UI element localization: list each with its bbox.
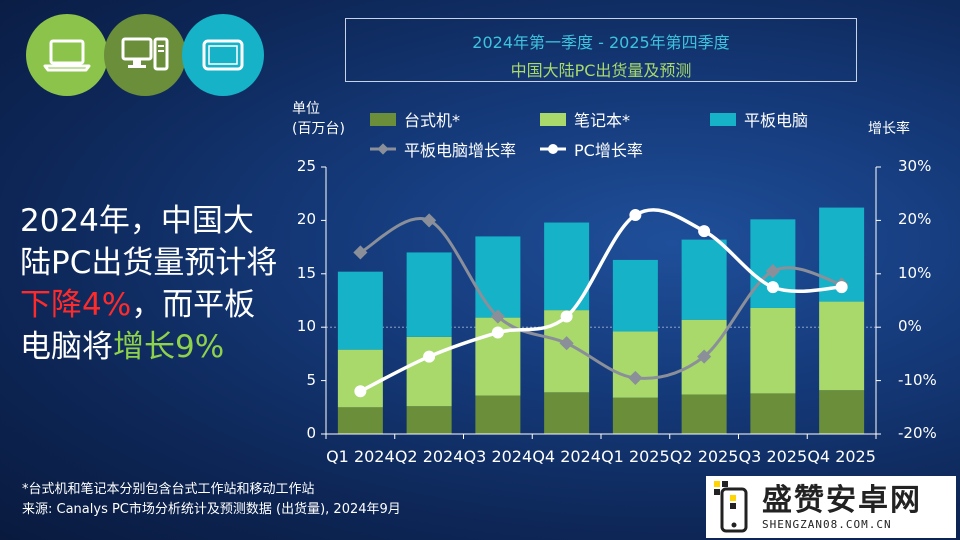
bar-notebook-1: [406, 336, 452, 407]
x-tick-label: Q4 2024: [532, 447, 601, 466]
point-tablet-growth-2: [490, 309, 505, 324]
left-axis-unit: 单位 (百万台): [292, 99, 345, 139]
legend-notebook-swatch: [540, 112, 566, 126]
point-pc-growth-0: [354, 385, 367, 398]
tablet-icon: [182, 14, 264, 96]
bar-desktop-4: [612, 397, 658, 434]
chart-title: 2024年第一季度 - 2025年第四季度: [472, 33, 730, 52]
left-tick-label: 10: [296, 317, 316, 336]
point-pc-growth-5: [698, 225, 711, 238]
point-pc-growth-4: [629, 209, 642, 222]
legend-tablet-growth-label: 平板电脑增长率: [404, 141, 517, 160]
chart-subtitle: 中国大陆PC出货量及预测: [510, 61, 692, 80]
headline-text: 2024年，中国大陆PC出货量预计将下降4%，而平板电脑将增长9%: [20, 200, 280, 368]
legend-tablet-growth: 平板电脑增长率: [370, 138, 516, 160]
legend-desktop-label: 台式机*: [404, 111, 461, 130]
bar-desktop-2: [475, 395, 521, 434]
left-tick-label: 25: [296, 157, 316, 175]
headline-part2: ，而平板电脑将: [20, 287, 256, 365]
point-tablet-growth-1: [422, 213, 437, 228]
right-tick-label: 30%: [898, 157, 932, 175]
legend-notebook-label: 笔记本*: [574, 111, 631, 130]
x-tick-label: Q1 2025: [601, 447, 670, 466]
x-tick-label: Q3 2024: [463, 447, 533, 466]
right-tick-label: -20%: [898, 424, 937, 442]
headline-growth: 增长9%: [113, 329, 225, 365]
logo-phone-icon: [714, 481, 748, 533]
point-pc-growth-7: [835, 281, 848, 294]
bar-tablet-5: [681, 239, 727, 320]
point-pc-growth-3: [560, 310, 573, 323]
bar-tablet-0: [337, 271, 383, 350]
legend-pc-growth-marker: [540, 144, 566, 154]
legend-tablet-swatch: [710, 112, 736, 126]
point-tablet-growth-0: [353, 245, 368, 260]
x-tick-label: Q1 2024: [326, 447, 395, 466]
legend-notebook: 笔记本*: [540, 108, 630, 130]
right-tick-label: 20%: [898, 210, 932, 229]
legend-pc-growth-label: PC增长率: [574, 141, 643, 160]
bar-notebook-4: [612, 331, 658, 398]
bar-tablet-6: [750, 219, 796, 308]
right-tick-label: -10%: [898, 370, 937, 389]
right-axis-unit: 增长率: [868, 121, 910, 137]
bar-desktop-6: [750, 393, 796, 434]
legend-desktop-swatch: [370, 112, 396, 126]
logo-subtext: SHENGZAN08.COM.CN: [762, 517, 892, 531]
point-pc-growth-2: [491, 326, 504, 339]
bar-notebook-6: [750, 307, 796, 394]
point-pc-growth-6: [766, 281, 779, 294]
footnote-source: 来源: Canalys PC市场分析统计及预测数据 (出货量), 2024年9月: [22, 502, 401, 517]
legend-tablet-label: 平板电脑: [744, 111, 809, 130]
point-tablet-growth-4: [628, 370, 643, 386]
right-tick-label: 10%: [898, 263, 932, 282]
watermark-logo: 盛赞安卓网 SHENGZAN08.COM.CN: [706, 476, 956, 538]
bar-tablet-1: [406, 252, 452, 337]
legend-desktop: 台式机*: [370, 108, 460, 130]
left-axis-unit-line2: (百万台): [292, 121, 345, 137]
bar-notebook-0: [337, 349, 383, 408]
left-axis-unit-line1: 单位: [292, 101, 320, 117]
point-tablet-growth-6: [765, 264, 780, 279]
laptop-icon: [26, 14, 108, 96]
bar-desktop-0: [337, 407, 383, 434]
chart-title-box: 2024年第一季度 - 2025年第四季度 中国大陆PC出货量及预测: [345, 18, 857, 82]
right-tick-label: 0%: [898, 317, 922, 336]
left-tick-label: 0: [306, 424, 316, 442]
point-tablet-growth-3: [559, 336, 574, 351]
bar-desktop-7: [819, 390, 865, 434]
bar-tablet-2: [475, 236, 521, 318]
legend-tablet: 平板电脑: [710, 108, 808, 130]
headline-part1: 2024年，中国大陆PC出货量预计将: [20, 203, 278, 281]
legend-pc-growth: PC增长率: [540, 138, 643, 160]
legend-tablet-growth-marker: [370, 143, 396, 155]
x-tick-label: Q2 2025: [669, 447, 739, 466]
point-pc-growth-1: [423, 350, 436, 363]
point-tablet-growth-5: [697, 349, 712, 364]
bar-desktop-1: [406, 406, 452, 434]
left-tick-label: 20: [296, 210, 316, 229]
headline-decline: 下降4%: [20, 287, 132, 323]
left-tick-label: 5: [306, 370, 316, 389]
line-pc-growth: [359, 208, 842, 393]
x-tick-label: Q3 2025: [738, 447, 808, 466]
bar-desktop-3: [544, 392, 590, 434]
bar-desktop-5: [681, 394, 727, 434]
x-tick-label: Q2 2024: [394, 447, 464, 466]
x-tick-label: Q4 2025: [807, 447, 876, 466]
bar-tablet-4: [612, 259, 658, 332]
footnote-definitions: *台式机和笔记本分别包含台式工作站和移动工作站: [22, 482, 315, 497]
bar-notebook-7: [819, 301, 865, 391]
desktop-icon: [104, 14, 186, 96]
logo-text: 盛赞安卓网: [762, 482, 922, 518]
left-tick-label: 15: [296, 263, 316, 282]
